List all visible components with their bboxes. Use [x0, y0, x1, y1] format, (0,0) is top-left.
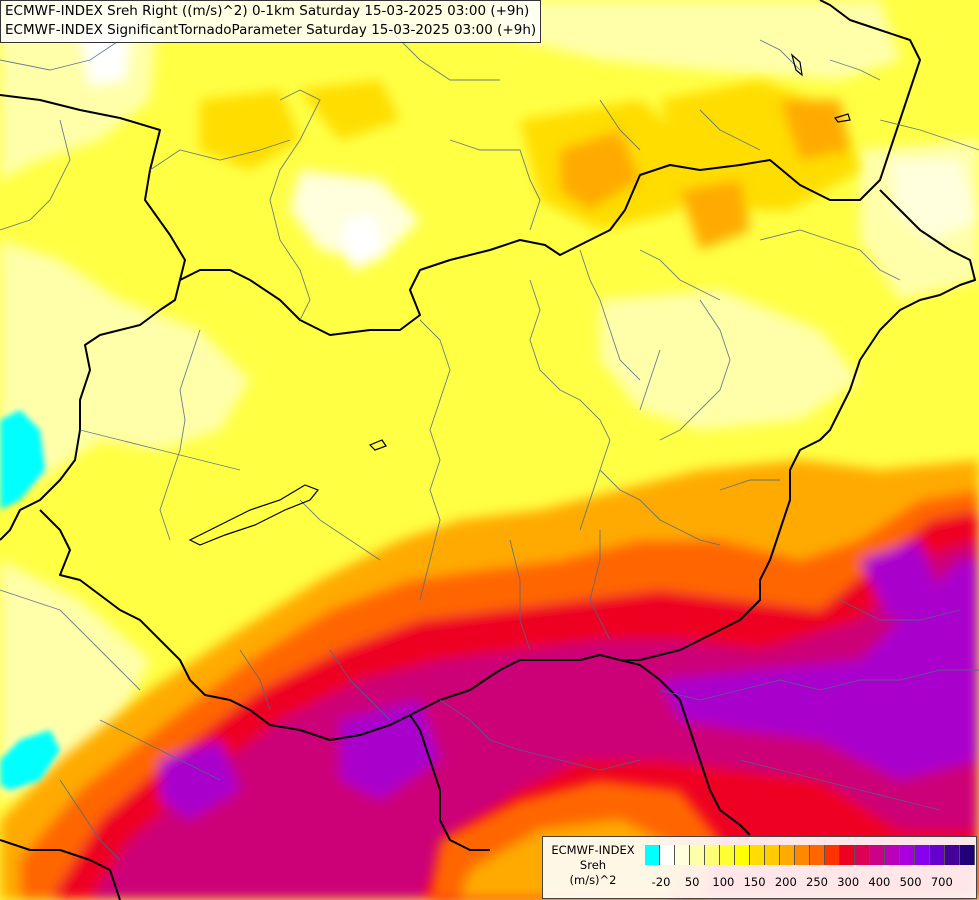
legend-swatch: [780, 845, 795, 865]
legend-swatch: [825, 845, 840, 865]
field-moderate-values: [200, 80, 860, 250]
legend-tick-label: 400: [868, 875, 891, 889]
legend-tick-label: 300: [837, 875, 860, 889]
legend-tick-label: 200: [774, 875, 797, 889]
legend-swatch: [855, 845, 870, 865]
region-boundaries: [0, 0, 979, 861]
legend-swatch: [705, 845, 720, 865]
legend-swatch: [720, 845, 735, 865]
legend-swatch: [930, 845, 945, 865]
legend-swatch: [735, 845, 750, 865]
legend-tick-label: 150: [743, 875, 766, 889]
legend-title-line-2: Sreh: [579, 858, 607, 872]
lakes: [188, 53, 851, 546]
legend-tick-label: 250: [806, 875, 828, 889]
lake-east: [834, 113, 851, 123]
legend-swatch: [675, 845, 690, 865]
legend-swatch: [840, 845, 855, 865]
header-line-sreh: ECMWF-INDEX Sreh Right ((m/s)^2) 0-1km S…: [5, 3, 530, 19]
border-east: [620, 189, 976, 661]
legend-swatch: [765, 845, 780, 865]
legend-tick-label: 100: [712, 875, 735, 889]
legend-swatch: [795, 845, 810, 865]
field-high-values: [0, 460, 979, 900]
legend-tick-label: 50: [684, 875, 700, 889]
legend-title-line-1: ECMWF-INDEX: [551, 843, 635, 857]
lake-balaton: [188, 484, 319, 546]
legend-swatch: [690, 845, 705, 865]
legend-swatch: [900, 845, 915, 865]
header-line-stp: ECMWF-INDEX SignificantTornadoParameter …: [5, 22, 537, 38]
legend-swatch: [645, 845, 660, 865]
legend-swatch: [945, 845, 960, 865]
border-southwest-lower: [0, 839, 121, 900]
border-west: [0, 279, 181, 541]
legend-swatch: [660, 845, 675, 865]
color-legend: ECMWF-INDEX Sreh (m/s)^2 -20 50 100 150 200 2…: [542, 836, 977, 899]
legend-tick-label: 500: [899, 875, 922, 889]
legend-swatch: [750, 845, 765, 865]
legend-swatch: [960, 845, 975, 865]
legend-swatch: [885, 845, 900, 865]
lake-north: [790, 53, 803, 77]
border-north: [0, 0, 921, 336]
legend-title-line-3: (m/s)^2: [569, 873, 617, 887]
border-south: [409, 654, 751, 836]
map-header: ECMWF-INDEX Sreh Right ((m/s)^2) 0-1km S…: [0, 0, 542, 43]
lake-small: [368, 439, 387, 451]
legend-tick-label: -20: [651, 875, 671, 889]
legend-swatch: [915, 845, 930, 865]
field-negative-values: [0, 410, 60, 790]
legend-swatch: [810, 845, 825, 865]
legend-title: ECMWF-INDEX Sreh (m/s)^2: [543, 843, 643, 888]
legend-swatch: [870, 845, 885, 865]
legend-tick-label: 700: [930, 875, 953, 889]
border-southwest: [39, 509, 490, 851]
